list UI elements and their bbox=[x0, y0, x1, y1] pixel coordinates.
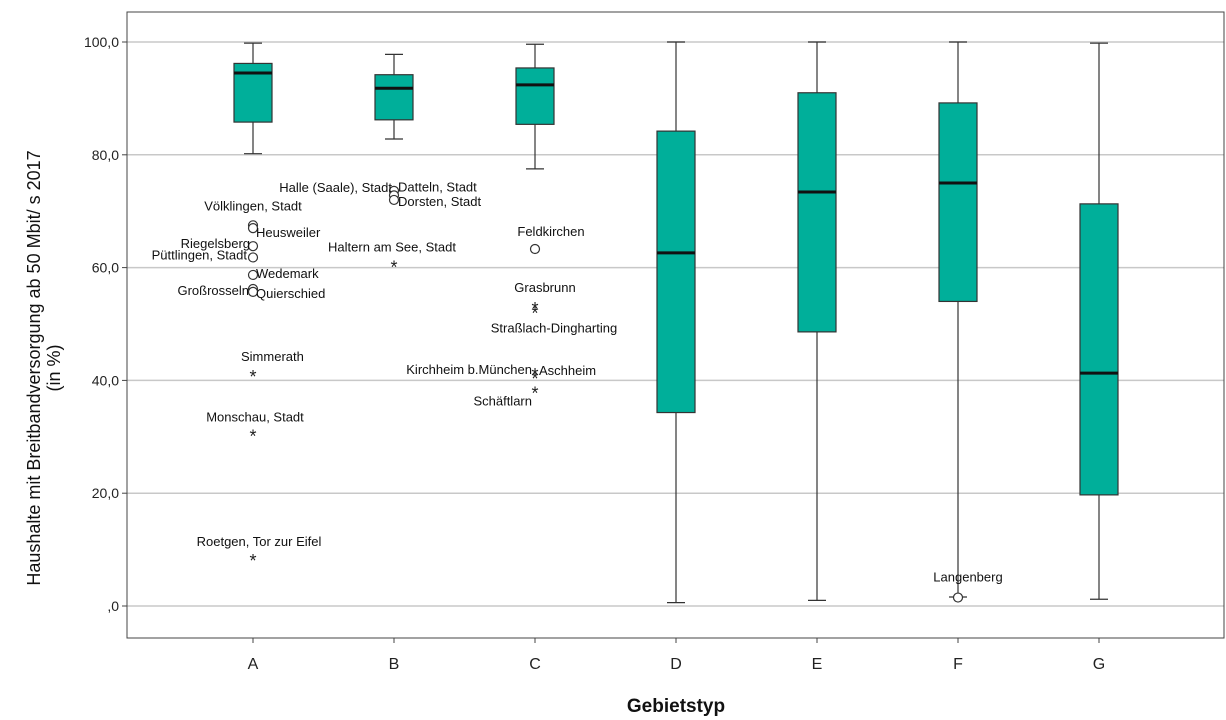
y-axis-ticks: ,0 20,0 40,0 60,0 80,0 100,0 bbox=[84, 34, 127, 614]
outlier-mild bbox=[247, 269, 259, 281]
y-tick-label: ,0 bbox=[107, 598, 119, 614]
outlier-label: Feldkirchen bbox=[517, 224, 584, 239]
y-tick-label: 60,0 bbox=[92, 260, 119, 276]
outlier-label: Straßlach-Dingharting bbox=[491, 321, 617, 336]
outlier-label: Datteln, Stadt bbox=[398, 179, 477, 194]
box-f bbox=[938, 41, 978, 598]
outlier-label: Grasbrunn bbox=[514, 280, 575, 295]
x-tick-label: C bbox=[529, 656, 541, 673]
outlier-mild bbox=[529, 243, 541, 255]
x-tick-label: G bbox=[1093, 656, 1105, 673]
outlier-mild bbox=[952, 592, 964, 603]
outlier-mild bbox=[247, 252, 259, 263]
y-tick-label: 80,0 bbox=[92, 147, 119, 163]
outlier-label: Halle (Saale), Stadt bbox=[279, 180, 392, 195]
outlier-label: Heusweiler bbox=[256, 225, 321, 240]
x-axis-title: Gebietstyp bbox=[627, 696, 725, 717]
outlier-mild bbox=[247, 241, 259, 252]
outlier-extreme: * bbox=[390, 257, 397, 277]
y-axis-title-line1: Haushalte mit Breitbandversorgung ab 50 … bbox=[24, 150, 44, 585]
box-iqr bbox=[1079, 203, 1119, 496]
x-tick-label: B bbox=[389, 656, 400, 673]
y-tick-label: 40,0 bbox=[92, 372, 119, 388]
outlier-label: Dorsten, Stadt bbox=[398, 194, 481, 209]
x-tick-label: F bbox=[953, 656, 963, 673]
outlier-label: Völklingen, Stadt bbox=[204, 198, 302, 213]
outlier-extreme: * bbox=[531, 299, 538, 319]
outlier-label: Aschheim bbox=[539, 363, 596, 378]
outlier-label: Roetgen, Tor zur Eifel bbox=[197, 534, 322, 549]
box-iqr bbox=[515, 67, 555, 125]
outlier-extreme: * bbox=[249, 367, 256, 387]
outlier-extreme: * bbox=[531, 304, 538, 324]
outlier-mild bbox=[247, 223, 259, 234]
outlier-series: Völklingen, Stadt Heusweiler RiegelsbergPü… bbox=[152, 179, 1003, 603]
box-a bbox=[233, 42, 273, 155]
outlier-label: Schäftlarn bbox=[473, 394, 532, 409]
x-tick-label: D bbox=[670, 656, 682, 673]
box-iqr bbox=[656, 130, 696, 414]
outlier-label: Püttlingen, Stadt bbox=[152, 247, 248, 262]
outlier-label: Quierschied bbox=[256, 286, 325, 301]
outlier-label: Großrosseln bbox=[177, 283, 249, 298]
box-e bbox=[797, 41, 837, 601]
box-b bbox=[374, 53, 414, 140]
x-tick-label: E bbox=[812, 656, 823, 673]
x-axis-ticks: A B C D E F G bbox=[248, 638, 1105, 673]
outlier-label: Langenberg bbox=[933, 570, 1002, 585]
outlier-mild bbox=[247, 286, 259, 297]
x-tick-label: A bbox=[248, 656, 259, 673]
outlier-label: Simmerath bbox=[241, 349, 304, 364]
outlier-extreme: * bbox=[249, 551, 256, 571]
outlier-label: Kirchheim b.München bbox=[406, 362, 532, 377]
box-d bbox=[656, 41, 696, 604]
outlier-extreme: * bbox=[531, 369, 538, 389]
outlier-label: Riegelsberg bbox=[181, 236, 250, 251]
box-iqr bbox=[797, 92, 837, 333]
outlier-label: Monschau, Stadt bbox=[206, 410, 304, 425]
outlier-label: Haltern am See, Stadt bbox=[328, 239, 456, 254]
outlier-extreme: * bbox=[249, 427, 256, 447]
y-tick-label: 100,0 bbox=[84, 34, 119, 50]
outlier-mild bbox=[388, 194, 400, 206]
box-g bbox=[1079, 42, 1119, 600]
box-c bbox=[515, 43, 555, 170]
box-iqr bbox=[938, 102, 978, 303]
y-tick-label: 20,0 bbox=[92, 485, 119, 501]
outlier-extreme: * bbox=[531, 384, 538, 404]
outlier-label: Wedemark bbox=[256, 266, 319, 281]
y-axis-title-line2: (in %) bbox=[44, 344, 64, 391]
box-series bbox=[233, 41, 1119, 604]
outlier-extreme: * bbox=[531, 365, 538, 385]
box-iqr bbox=[374, 74, 414, 121]
y-axis-title: Haushalte mit Breitbandversorgung ab 50 … bbox=[24, 150, 64, 585]
